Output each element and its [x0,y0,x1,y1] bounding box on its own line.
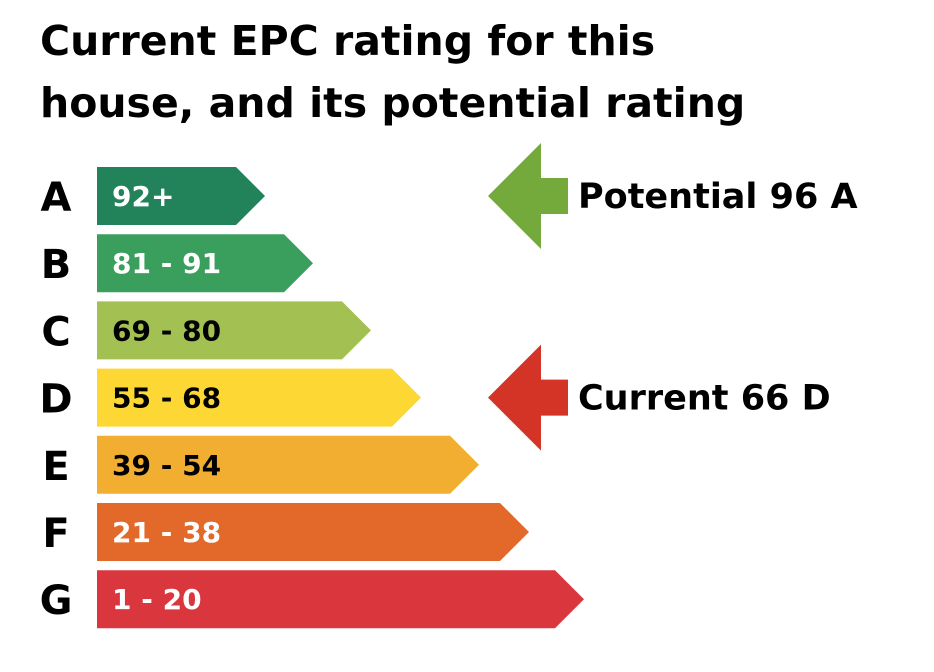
chart-title: Current EPC rating for this house, and i… [40,10,900,134]
band-bar-d [97,368,421,427]
band-range-a: 92+ [112,180,174,213]
title-line-1: Current EPC rating for this [40,17,656,65]
rating-bands: A 92+ B 81 - 91 C 69 - 80 D 55 - 68 E 39 - 54 F 21 … [39,167,584,629]
potential-rating-label: Potential 96 A [578,177,858,217]
current-arrow [488,344,568,451]
band-letter-c: C [41,309,70,355]
title-line-2: house, and its potential rating [40,79,746,127]
band-letter-a: A [41,175,72,221]
band-bar-a [97,167,265,225]
band-range-b: 81 - 91 [112,247,221,280]
band-letter-f: F [42,511,69,557]
band-letter-g: G [40,578,73,624]
band-letter-e: E [42,444,69,490]
band-letter-b: B [41,242,72,288]
band-bar-f [97,503,529,561]
band-bar-g [97,570,584,629]
band-range-c: 69 - 80 [112,314,221,347]
band-letter-d: D [39,377,72,423]
band-bar-b [97,234,313,293]
band-range-g: 1 - 20 [112,583,202,616]
potential-arrow [488,143,568,249]
band-range-f: 21 - 38 [112,516,221,549]
band-bar-e [97,435,479,494]
band-range-e: 39 - 54 [112,449,221,482]
rating-markers: Potential 96 A Current 66 D [488,143,858,451]
band-range-d: 55 - 68 [112,382,221,415]
current-rating-label: Current 66 D [578,379,831,419]
band-bar-c [97,301,371,360]
